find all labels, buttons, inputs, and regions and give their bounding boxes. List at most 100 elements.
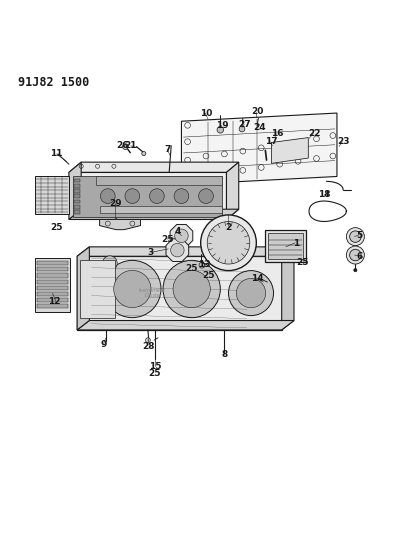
Text: 5: 5: [356, 231, 363, 240]
Polygon shape: [96, 176, 222, 184]
Text: 10: 10: [200, 109, 212, 118]
Polygon shape: [69, 162, 81, 220]
Text: 29: 29: [110, 199, 122, 207]
Text: 28: 28: [143, 342, 155, 351]
Polygon shape: [100, 206, 222, 213]
Polygon shape: [265, 230, 306, 262]
Polygon shape: [74, 189, 80, 193]
Text: 11: 11: [50, 149, 63, 158]
Polygon shape: [227, 162, 239, 220]
Circle shape: [104, 260, 161, 318]
Circle shape: [174, 189, 189, 204]
Text: 27: 27: [239, 119, 251, 128]
Text: 9: 9: [101, 340, 107, 349]
Circle shape: [142, 151, 146, 156]
Polygon shape: [74, 184, 80, 188]
Circle shape: [122, 144, 128, 149]
Polygon shape: [166, 239, 189, 262]
Polygon shape: [77, 256, 282, 330]
Polygon shape: [37, 280, 68, 284]
Text: 8: 8: [221, 350, 227, 359]
Circle shape: [163, 260, 220, 318]
Text: 91J82 1500: 91J82 1500: [18, 76, 89, 89]
Polygon shape: [74, 205, 80, 209]
Circle shape: [229, 271, 274, 316]
Circle shape: [201, 215, 256, 271]
Text: 20: 20: [251, 107, 263, 116]
Text: 25: 25: [202, 271, 214, 280]
Circle shape: [125, 189, 140, 204]
Text: 2: 2: [225, 223, 232, 232]
Circle shape: [350, 249, 361, 261]
Text: 25: 25: [296, 258, 309, 267]
Text: 16: 16: [272, 129, 284, 138]
Text: 23: 23: [337, 137, 349, 146]
Circle shape: [103, 256, 117, 271]
Text: 22: 22: [308, 129, 321, 138]
Text: 3: 3: [147, 248, 154, 257]
Circle shape: [199, 189, 213, 204]
Polygon shape: [37, 298, 68, 302]
Text: 26: 26: [116, 141, 129, 150]
Polygon shape: [77, 247, 89, 330]
Text: 25: 25: [185, 264, 198, 273]
Polygon shape: [69, 162, 239, 172]
Circle shape: [207, 222, 250, 264]
Circle shape: [350, 231, 361, 243]
Circle shape: [145, 338, 150, 343]
Circle shape: [175, 229, 188, 243]
Circle shape: [173, 270, 210, 308]
Polygon shape: [268, 233, 303, 259]
Text: 18: 18: [318, 190, 331, 199]
Polygon shape: [80, 260, 115, 318]
Text: 1: 1: [293, 239, 299, 248]
Text: 6: 6: [356, 252, 363, 261]
Text: 13: 13: [198, 260, 210, 269]
Circle shape: [101, 189, 115, 204]
Circle shape: [346, 228, 364, 246]
Text: 25: 25: [161, 236, 173, 245]
Polygon shape: [37, 268, 68, 271]
Text: 24: 24: [253, 123, 265, 132]
Circle shape: [114, 270, 151, 308]
Text: Instrument
 Cluster: Instrument Cluster: [139, 288, 166, 298]
Circle shape: [171, 244, 184, 257]
Polygon shape: [77, 247, 294, 256]
Circle shape: [239, 126, 245, 132]
Text: 21: 21: [124, 141, 136, 150]
Polygon shape: [37, 273, 68, 278]
Text: 14: 14: [251, 274, 263, 283]
Polygon shape: [74, 179, 80, 182]
Circle shape: [346, 246, 364, 264]
Polygon shape: [73, 176, 222, 216]
Polygon shape: [272, 138, 308, 164]
Text: 25: 25: [149, 369, 161, 378]
Polygon shape: [100, 220, 140, 230]
Polygon shape: [37, 286, 68, 290]
Polygon shape: [37, 304, 68, 308]
Circle shape: [217, 126, 224, 133]
Polygon shape: [69, 209, 239, 220]
Polygon shape: [181, 113, 337, 184]
Polygon shape: [74, 200, 80, 204]
Circle shape: [150, 189, 164, 204]
Text: 15: 15: [149, 362, 161, 372]
Polygon shape: [77, 320, 294, 330]
Text: 17: 17: [265, 137, 278, 146]
Text: 12: 12: [48, 297, 61, 306]
Polygon shape: [170, 224, 193, 247]
Polygon shape: [35, 259, 70, 311]
Polygon shape: [69, 172, 227, 220]
Polygon shape: [282, 247, 294, 330]
Polygon shape: [37, 292, 68, 296]
Polygon shape: [37, 261, 68, 265]
Circle shape: [236, 278, 266, 308]
Text: 19: 19: [216, 121, 229, 130]
Polygon shape: [74, 195, 80, 198]
Text: 7: 7: [164, 146, 170, 155]
Text: 4: 4: [174, 227, 180, 236]
Polygon shape: [74, 211, 80, 214]
Text: 25: 25: [50, 223, 63, 232]
Polygon shape: [35, 176, 69, 214]
Circle shape: [354, 269, 357, 272]
